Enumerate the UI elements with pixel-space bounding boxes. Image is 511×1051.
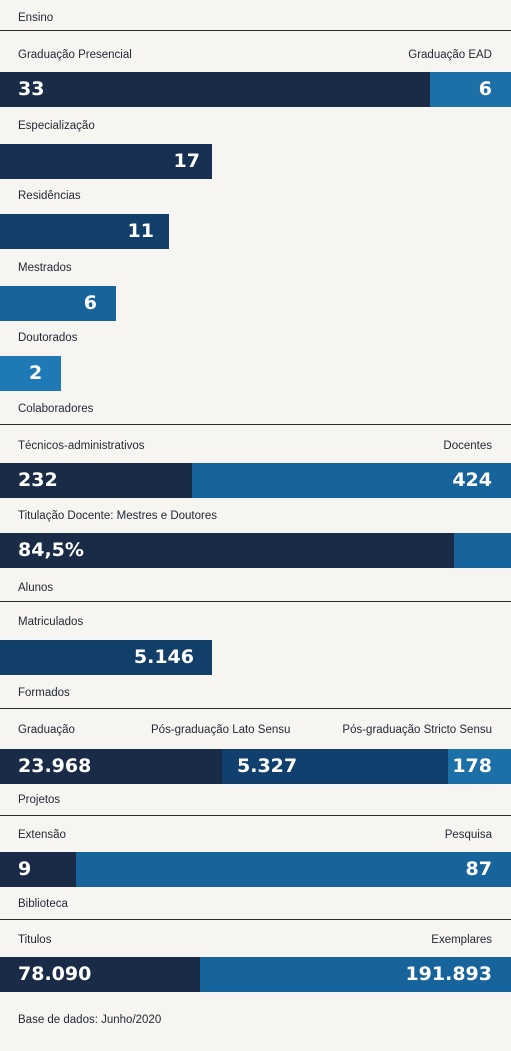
label-pesquisa: Pesquisa (444, 829, 492, 841)
value-graduacao-ead: 6 (478, 78, 492, 100)
bar-titulos (0, 957, 200, 992)
section-title-ensino: Ensino (18, 12, 54, 24)
section-title-biblioteca: Biblioteca (18, 898, 68, 910)
label-titulos: Titulos (18, 934, 52, 946)
label-tecnicos: Técnicos-administrativos (18, 440, 145, 452)
value-titulacao: 84,5% (18, 539, 84, 561)
value-docentes: 424 (452, 469, 492, 491)
bar-pesquisa (76, 852, 511, 887)
value-graduacao-presencial: 33 (18, 78, 45, 100)
label-mestrados: Mestrados (18, 262, 72, 274)
value-pesquisa: 87 (465, 858, 492, 880)
value-extensao: 9 (18, 858, 32, 880)
value-titulos: 78.090 (18, 963, 92, 985)
value-tecnicos: 232 (18, 469, 58, 491)
section-title-colaboradores: Colaboradores (18, 403, 94, 415)
section-title-projetos: Projetos (18, 794, 61, 806)
value-graduacao: 23.968 (18, 755, 92, 777)
bar-matriculados (0, 640, 212, 675)
label-residencias: Residências (18, 190, 81, 202)
section-divider (0, 815, 511, 816)
bar-residencias (0, 214, 169, 249)
bar-graduacao-presencial (0, 72, 430, 107)
bar-extensao (0, 852, 76, 887)
section-divider (0, 30, 511, 31)
label-stricto-sensu: Pós-graduação Stricto Sensu (342, 724, 492, 736)
value-mestrados: 6 (83, 292, 97, 314)
label-titulacao: Titulação Docente: Mestres e Doutores (18, 510, 217, 522)
section-divider (0, 708, 511, 709)
label-extensao: Extensão (18, 829, 66, 841)
bar-exemplares (200, 957, 511, 992)
bar-titulacao-remainder (454, 533, 511, 568)
bar-graduacao (0, 749, 222, 784)
value-especializacao: 17 (173, 150, 200, 172)
bar-stricto-sensu (448, 749, 511, 784)
value-stricto-sensu: 178 (452, 755, 492, 777)
value-residencias: 11 (127, 220, 154, 242)
bar-graduacao-ead (430, 72, 511, 107)
section-divider (0, 601, 511, 602)
bar-tecnicos (0, 463, 192, 498)
value-matriculados: 5.146 (133, 646, 194, 668)
label-docentes: Docentes (443, 440, 492, 452)
value-doutorados: 2 (29, 362, 43, 384)
footer-note: Base de dados: Junho/2020 (18, 1014, 162, 1026)
section-divider (0, 424, 511, 425)
bar-docentes (192, 463, 511, 498)
label-graduacao-presencial: Graduação Presencial (18, 49, 132, 61)
bar-titulacao (0, 533, 454, 568)
section-title-alunos: Alunos (18, 582, 54, 594)
value-exemplares: 191.893 (405, 963, 492, 985)
bar-lato-sensu (222, 749, 448, 784)
bar-doutorados (0, 356, 61, 391)
section-title-formados: Formados (18, 687, 70, 699)
label-especializacao: Especialização (18, 120, 95, 132)
section-divider (0, 919, 511, 920)
label-matriculados: Matriculados (18, 616, 84, 628)
bar-especializacao (0, 144, 212, 179)
label-graduacao: Graduação (18, 724, 75, 736)
label-doutorados: Doutorados (18, 332, 78, 344)
value-lato-sensu: 5.327 (237, 755, 298, 777)
bar-mestrados (0, 286, 116, 321)
label-exemplares: Exemplares (431, 934, 492, 946)
label-lato-sensu: Pós-graduação Lato Sensu (151, 724, 291, 736)
label-graduacao-ead: Graduação EAD (408, 49, 492, 61)
